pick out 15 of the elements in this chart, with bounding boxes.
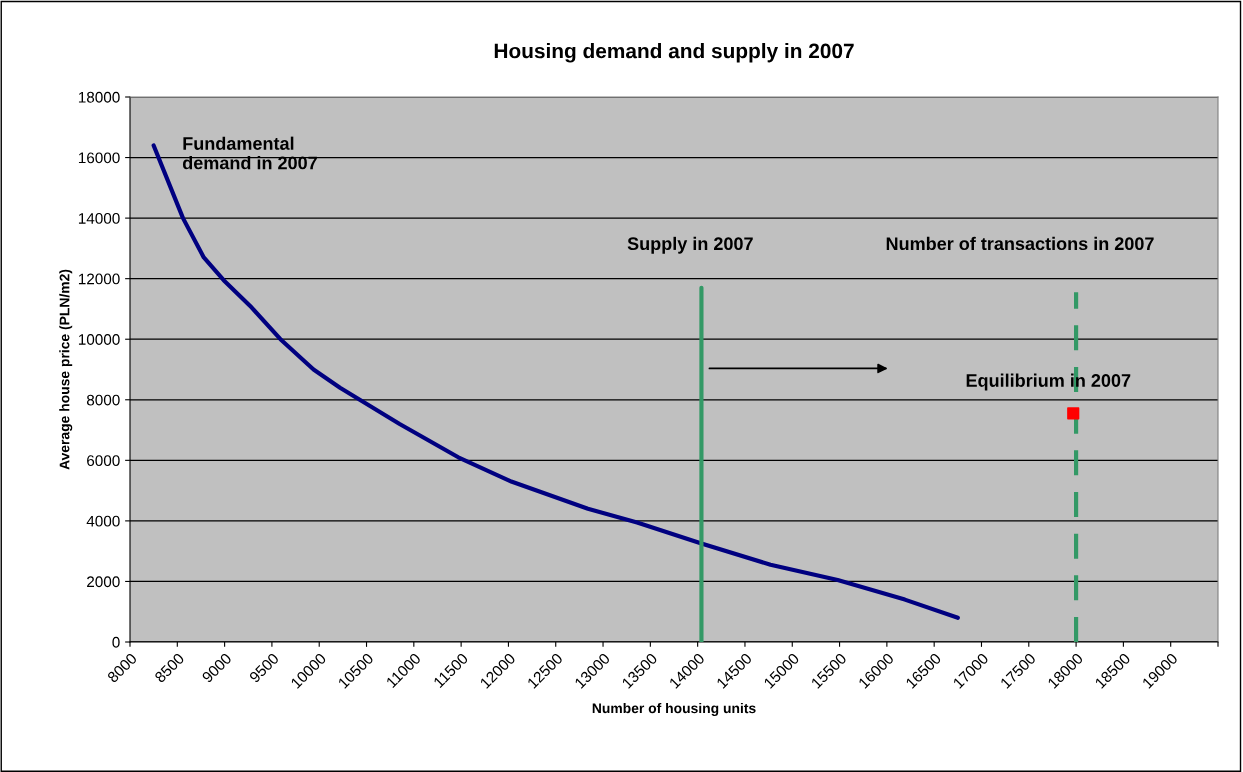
y-tick-label: 16000 [78, 152, 120, 164]
y-tick-label: 4000 [86, 515, 120, 527]
x-axis-title: Number of housing units [592, 702, 756, 716]
y-tick-label: 10000 [78, 334, 120, 345]
y-tick-label: 12000 [78, 273, 120, 285]
y-tick-label: 6000 [87, 455, 120, 467]
y-tick-label: 8000 [86, 394, 120, 406]
y-tick-label: 0 [112, 636, 120, 648]
y-tick-label: 2000 [87, 576, 120, 588]
y-tick-label: 18000 [78, 91, 120, 103]
y-axis-title: Average house price (PLN/m2) [59, 269, 73, 470]
chart-title: Housing demand and supply in 2007 [494, 43, 854, 63]
y-tick-label: 14000 [78, 212, 120, 224]
annotation: Number of transactions in 2007 [886, 236, 1154, 251]
annotation: Supply in 2007 [627, 236, 753, 254]
